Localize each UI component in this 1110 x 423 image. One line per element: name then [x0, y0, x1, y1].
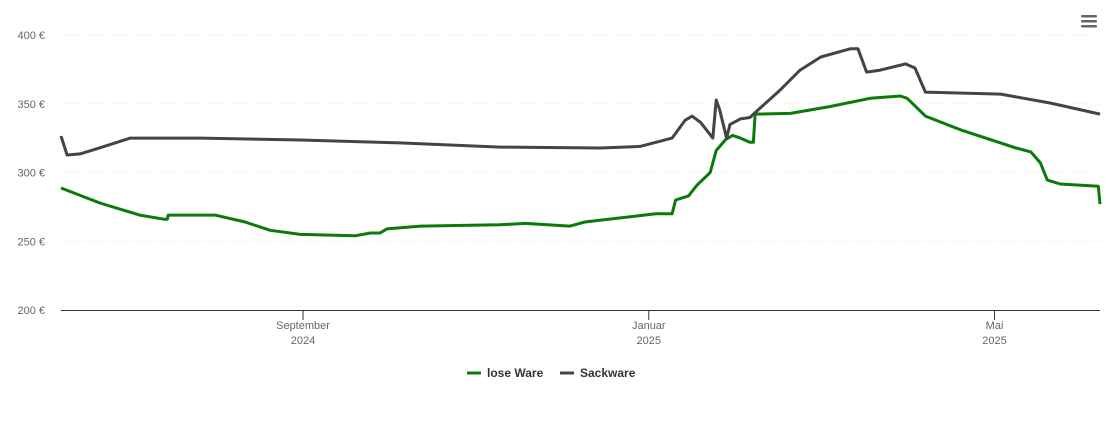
legend-item[interactable]: lose Ware	[467, 366, 544, 380]
series-line	[60, 94, 1102, 238]
series-line	[59, 47, 1101, 157]
legend-label: Sackware	[580, 366, 636, 380]
legend-label: lose Ware	[487, 366, 544, 380]
y-tick-label: 350 €	[17, 99, 45, 111]
x-tick-label: 2024	[291, 335, 315, 347]
x-tick-label: Januar	[632, 320, 666, 332]
x-tick-label: Mai	[986, 320, 1004, 332]
y-tick-label: 200 €	[17, 305, 45, 317]
x-tick-label: 2025	[982, 335, 1006, 347]
y-tick-label: 400 €	[17, 30, 45, 42]
y-tick-label: 300 €	[17, 168, 45, 180]
x-tick-label: September	[276, 320, 330, 332]
legend-item[interactable]: Sackware	[560, 366, 636, 380]
menu-icon[interactable]	[1081, 15, 1097, 28]
x-tick-label: 2025	[637, 335, 661, 347]
y-tick-label: 250 €	[17, 236, 45, 248]
